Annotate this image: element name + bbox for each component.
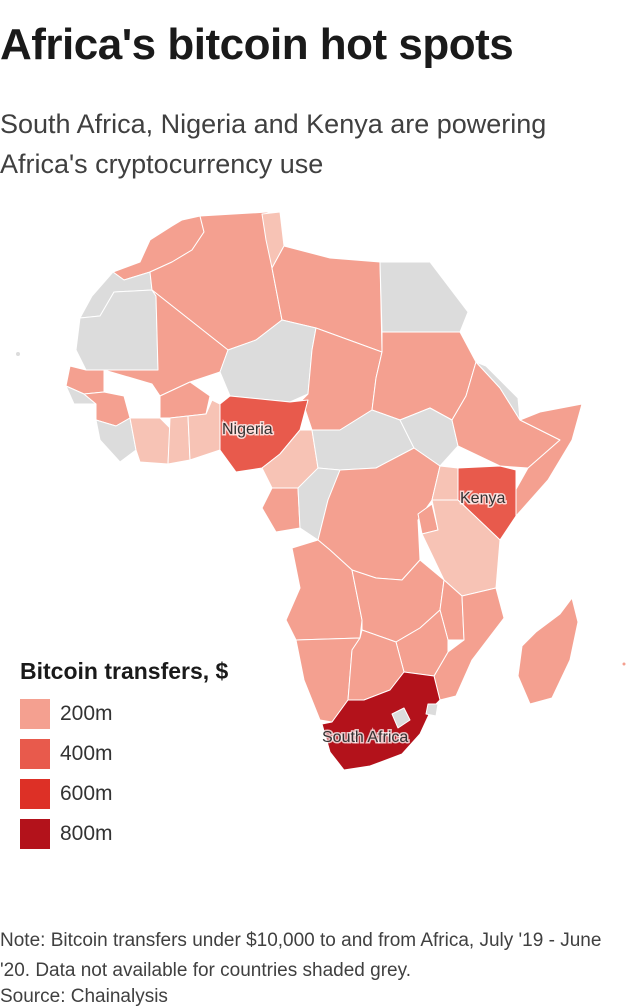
legend-item-600m: 600m [20,779,228,809]
legend-swatch [20,779,50,809]
lesotho [391,707,411,729]
eswatini [425,703,439,717]
madagascar [517,597,579,705]
legend-label: 200m [60,702,113,725]
ghana [167,415,191,465]
djibouti-eritrea [475,361,521,421]
chart-title: Africa's bitcoin hot spots [0,20,514,69]
egypt [379,261,469,333]
legend-item-200m: 200m [20,699,228,729]
mauritius [621,661,627,667]
kenya-label: Kenya [460,490,505,507]
south-africa [321,671,441,771]
legend-swatch [20,699,50,729]
angola [285,539,363,641]
footnote: Note: Bitcoin transfers under $10,000 to… [0,930,602,981]
legend-swatch [20,739,50,769]
legend-item-800m: 800m [20,819,228,849]
cape-verde [15,351,21,357]
guinea [83,391,131,427]
legend-item-400m: 400m [20,739,228,769]
legend-label: 600m [60,782,113,805]
legend: Bitcoin transfers, $ 200m 400m 600m 800m [20,658,228,859]
malawi [439,579,465,641]
equatorial-guinea-gabon [261,487,301,533]
south-africa-label: South Africa [322,729,408,746]
mozambique [433,587,505,701]
africa-map: Nigeria Kenya South Africa [15,211,627,771]
legend-label: 800m [60,822,113,845]
chart-subtitle: South Africa, Nigeria and Kenya are powe… [0,109,547,179]
ivory-coast [129,417,171,465]
legend-swatch [20,819,50,849]
source-credit: Source: Chainalysis [0,986,168,1007]
legend-label: 400m [60,742,113,765]
legend-title: Bitcoin transfers, $ [20,658,229,684]
nigeria-label: Nigeria [222,421,273,438]
somalia [509,403,583,517]
